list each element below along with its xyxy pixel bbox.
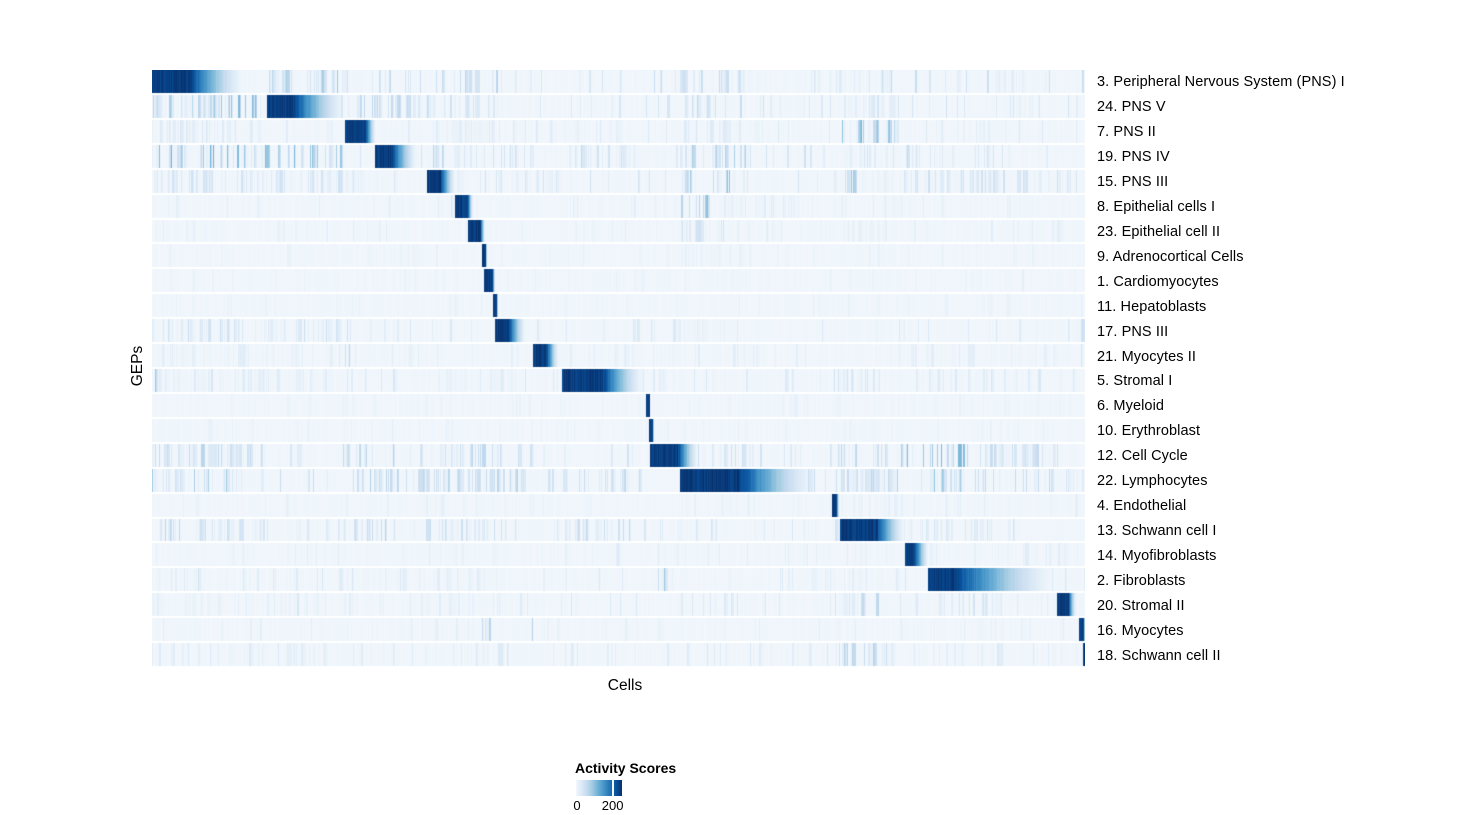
row-label: 19. PNS IV xyxy=(1097,149,1170,166)
row-label: 6. Myeloid xyxy=(1097,398,1165,415)
row-label: 13. Schwann cell I xyxy=(1097,522,1217,539)
legend-tick-mark-0 xyxy=(574,780,576,796)
row-label: 15. PNS III xyxy=(1097,174,1169,191)
legend-tick-label-200: 200 xyxy=(601,798,624,813)
row-label: 4. Endothelial xyxy=(1097,498,1187,515)
row-label: 3. Peripheral Nervous System (PNS) I xyxy=(1097,74,1345,91)
row-label: 7. PNS II xyxy=(1097,124,1156,141)
row-label: 20. Stromal II xyxy=(1097,597,1185,614)
row-label: 16. Myocytes xyxy=(1097,622,1184,639)
legend-tick-mark-200 xyxy=(611,780,614,796)
row-label: 11. Hepatoblasts xyxy=(1097,298,1207,315)
legend-title: Activity Scores xyxy=(575,760,677,776)
row-label: 22. Lymphocytes xyxy=(1097,473,1208,490)
row-label: 1. Cardiomyocytes xyxy=(1097,273,1219,290)
row-label: 9. Adrenocortical Cells xyxy=(1097,248,1244,265)
legend: Activity Scores 0 200 xyxy=(573,760,735,814)
row-label: 12. Cell Cycle xyxy=(1097,448,1188,465)
x-axis-label: Cells xyxy=(607,677,643,694)
row-label: 5. Stromal I xyxy=(1097,373,1173,390)
heatmap-plot xyxy=(152,70,1085,668)
legend-tick-labels: 0 200 xyxy=(573,798,624,814)
row-label: 14. Myofibroblasts xyxy=(1097,547,1217,564)
row-label: 8. Epithelial cells I xyxy=(1097,199,1216,216)
row-label: 21. Myocytes II xyxy=(1097,348,1197,365)
legend-colorbar xyxy=(574,780,622,796)
row-label: 24. PNS V xyxy=(1097,99,1166,116)
y-axis-label: GEPs xyxy=(129,345,146,387)
row-label: 10. Erythroblast xyxy=(1097,423,1201,440)
legend-tick-label-0: 0 xyxy=(573,798,581,813)
row-label: 2. Fibroblasts xyxy=(1097,572,1186,589)
row-label: 23. Epithelial cell II xyxy=(1097,223,1221,240)
row-label: 18. Schwann cell II xyxy=(1097,647,1221,664)
row-label: 17. PNS III xyxy=(1097,323,1169,340)
